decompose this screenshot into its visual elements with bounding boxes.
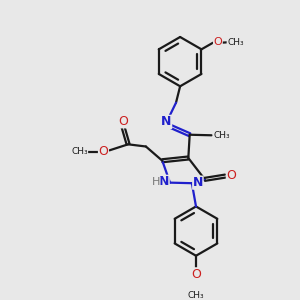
Text: N: N [159, 175, 169, 188]
Text: N: N [161, 116, 172, 128]
Text: CH₃: CH₃ [71, 148, 88, 157]
Text: CH₃: CH₃ [227, 38, 244, 47]
Text: O: O [191, 268, 201, 281]
Text: O: O [226, 169, 236, 182]
Text: O: O [118, 115, 128, 128]
Text: CH₃: CH₃ [213, 131, 230, 140]
Text: O: O [214, 37, 222, 47]
Text: O: O [98, 146, 108, 158]
Text: H: H [152, 177, 160, 187]
Text: N: N [193, 176, 203, 189]
Text: CH₃: CH₃ [188, 291, 204, 300]
